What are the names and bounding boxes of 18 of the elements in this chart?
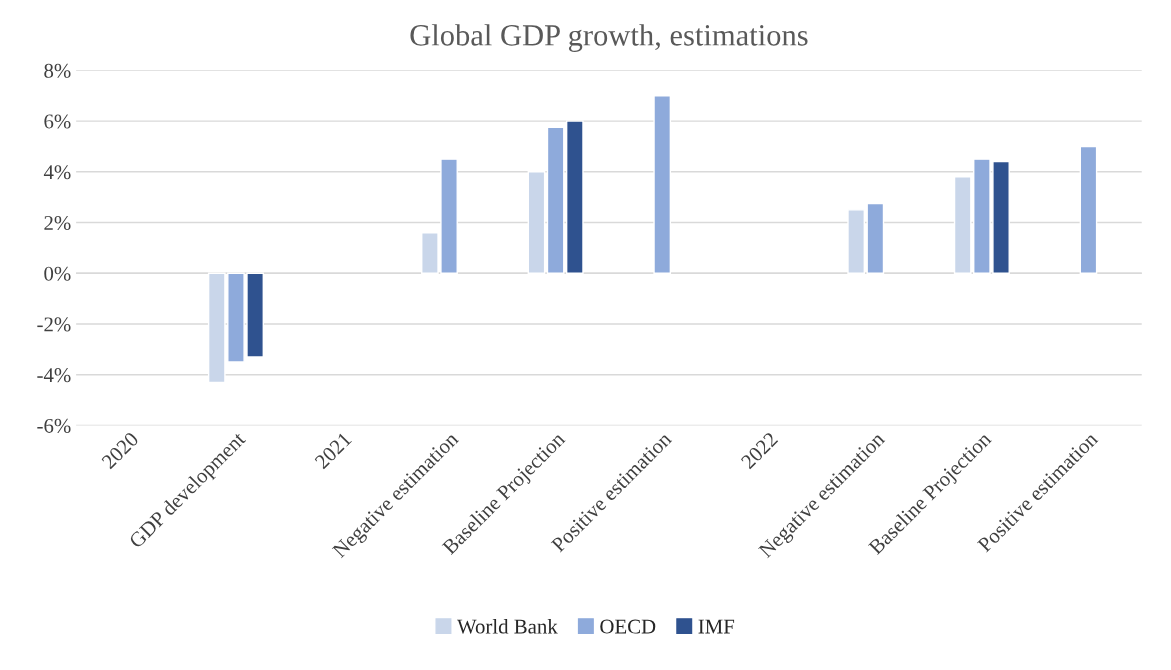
- bar: [546, 126, 565, 274]
- y-tick-label: -6%: [37, 418, 71, 433]
- y-tick-label: 6%: [44, 114, 71, 129]
- x-tick-label: 2021: [314, 431, 352, 470]
- y-tick-label: -4%: [37, 368, 71, 383]
- y-tick-label: 2%: [44, 215, 71, 231]
- legend-label: OECD: [600, 619, 656, 634]
- bar: [527, 171, 546, 274]
- legend-label: World Bank: [457, 618, 558, 634]
- y-tick-label: 0%: [44, 266, 71, 281]
- y-tick-label: 4%: [43, 165, 71, 180]
- legend-label: IMF: [698, 619, 735, 634]
- bar: [565, 120, 584, 274]
- bar: [1079, 145, 1098, 274]
- bar: [653, 95, 672, 274]
- y-tick-label: 8%: [44, 63, 71, 78]
- chart-title: Global GDP growth, estimations: [410, 24, 808, 52]
- y-tick-label: -2%: [37, 317, 71, 332]
